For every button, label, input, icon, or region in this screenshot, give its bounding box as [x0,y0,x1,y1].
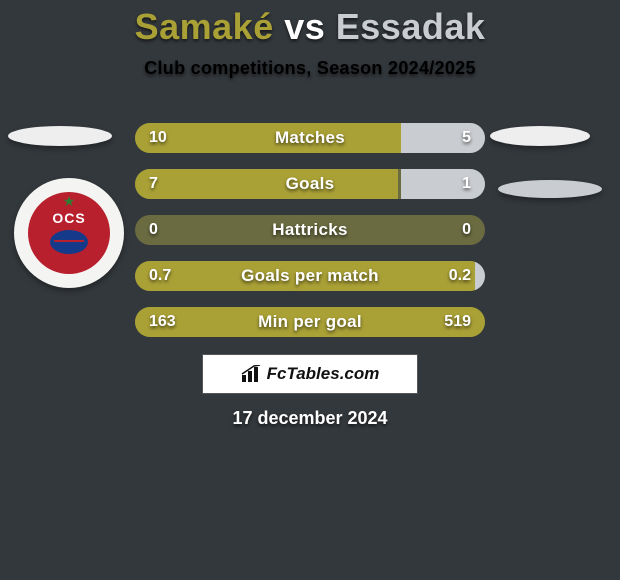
stat-value-left: 7 [149,169,158,199]
stat-row: Goals per match0.7 0.2 [135,261,485,291]
page-title: Samaké vs Essadak [0,0,620,48]
stat-row: Matches10 5 [135,123,485,153]
brand-text: FcTables.com [267,364,380,384]
stat-value-left: 0.7 [149,261,171,291]
club-badge-text: OCS [52,210,85,226]
stat-value-right: 0 [462,215,471,245]
date-label: 17 december 2024 [0,408,620,429]
stat-value-left: 0 [149,215,158,245]
title-player-left: Samaké [135,6,285,47]
stat-label: Goals per match [135,261,485,291]
subtitle: Club competitions, Season 2024/2025 [0,58,620,79]
player-left-oval [8,126,112,146]
stat-label: Goals [135,169,485,199]
stat-row: Goals7 1 [135,169,485,199]
stat-label: Min per goal [135,307,485,337]
stats-container: Matches10 5 Goals7 1 Hattricks0 0 Goals per ma… [135,123,485,353]
stat-value-right: 1 [462,169,471,199]
player-right-oval-top [490,126,590,146]
stat-row: Min per goal163 519 [135,307,485,337]
bars-icon [241,365,263,383]
stat-row: Hattricks0 0 [135,215,485,245]
stat-label: Hattricks [135,215,485,245]
stat-value-right: 0.2 [449,261,471,291]
brand-box: FcTables.com [202,354,418,394]
club-badge: ★ OCS [14,178,124,288]
stat-label: Matches [135,123,485,153]
stat-value-left: 163 [149,307,176,337]
stat-value-right: 5 [462,123,471,153]
club-badge-inner: ★ OCS [28,192,110,274]
stat-value-right: 519 [444,307,471,337]
comparison-card: Samaké vs Essadak Club competitions, Sea… [0,0,620,580]
title-player-right: Essadak [325,6,485,47]
player-right-oval-bottom [498,180,602,198]
stat-value-left: 10 [149,123,167,153]
star-icon: ★ [63,194,76,208]
rugby-ball-icon [50,230,88,254]
title-vs: vs [284,6,325,47]
